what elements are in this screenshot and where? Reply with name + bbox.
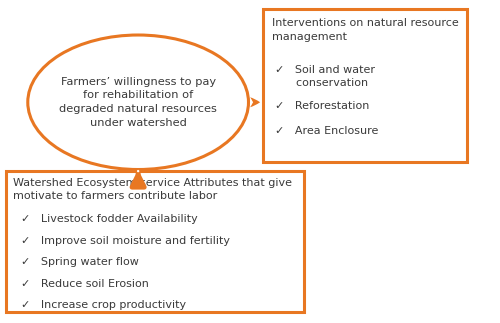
Ellipse shape [28,35,248,170]
Text: ✓   Livestock fodder Availability: ✓ Livestock fodder Availability [20,214,198,224]
Text: ✓   Improve soil moisture and fertility: ✓ Improve soil moisture and fertility [20,236,230,246]
Text: ✓   Reduce soil Erosion: ✓ Reduce soil Erosion [20,279,148,289]
Text: Farmers’ willingness to pay
for rehabilitation of
degraded natural resources
und: Farmers’ willingness to pay for rehabili… [59,77,217,128]
Text: ✓   Spring water flow: ✓ Spring water flow [20,257,138,267]
FancyBboxPatch shape [263,9,467,161]
Text: Watershed Ecosystem service Attributes that give
motivate to farmers contribute : Watershed Ecosystem service Attributes t… [14,178,292,201]
Text: ✓   Area Enclosure: ✓ Area Enclosure [275,126,378,136]
Text: ✓   Increase crop productivity: ✓ Increase crop productivity [20,300,186,310]
Text: Interventions on natural resource
management: Interventions on natural resource manage… [272,18,458,42]
Text: ✓   Soil and water
      conservation: ✓ Soil and water conservation [275,66,375,88]
Text: ✓   Reforestation: ✓ Reforestation [275,101,370,111]
FancyBboxPatch shape [6,171,304,312]
